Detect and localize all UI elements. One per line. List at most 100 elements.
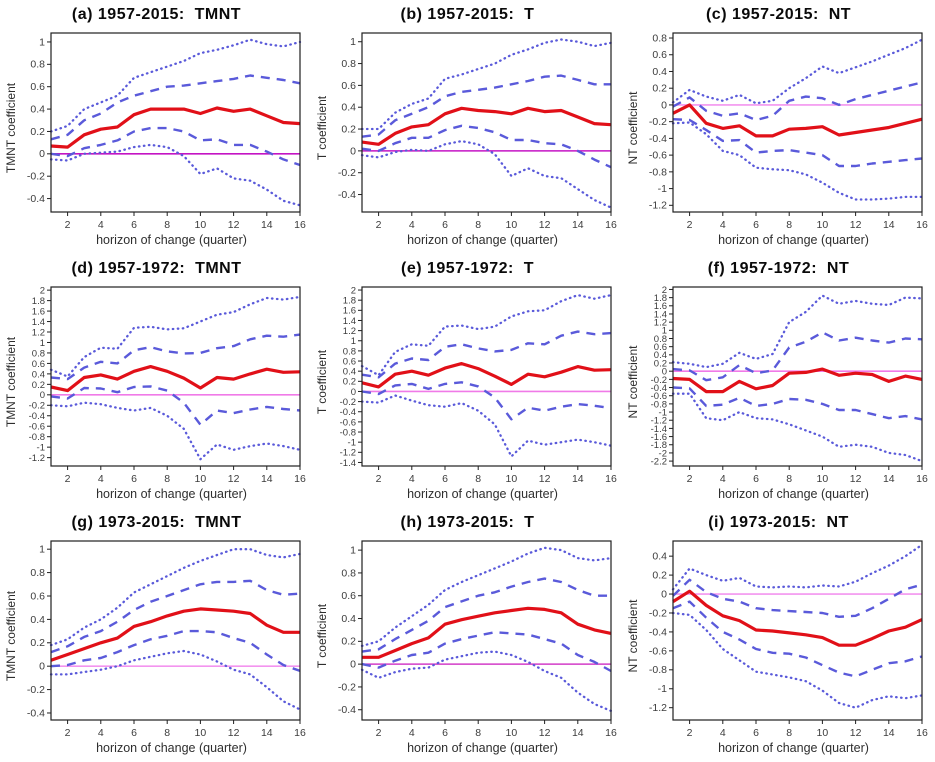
series-outer-band-upper — [671, 38, 924, 105]
svg-text:0.6: 0.6 — [652, 49, 667, 61]
svg-text:-0.8: -0.8 — [29, 432, 45, 443]
svg-text:0.2: 0.2 — [30, 126, 45, 138]
series-inner-band-lower — [50, 126, 301, 167]
svg-text:-0.4: -0.4 — [649, 133, 667, 145]
svg-text:0.2: 0.2 — [32, 380, 45, 391]
svg-text:2: 2 — [376, 219, 382, 231]
svg-text:12: 12 — [228, 473, 240, 485]
svg-text:0.8: 0.8 — [343, 346, 356, 357]
svg-text:-1.8: -1.8 — [651, 440, 667, 451]
svg-text:1.2: 1.2 — [343, 326, 356, 337]
svg-text:0: 0 — [39, 148, 45, 160]
plot-area: -1.2 -1 -0.8 -0.6 -0.4 -0.2 0 0.2 0.4 0.6 0.8 2 4 6 8 1… — [626, 28, 930, 236]
svg-text:1: 1 — [39, 544, 45, 556]
series-point-estimate — [50, 364, 301, 393]
svg-text:6: 6 — [753, 473, 759, 485]
chart-panel-a: (a) 1957-2015: TMNT -0.4 -0.2 0 0.2 0.4 0.6 0.… — [1, 0, 312, 254]
svg-text:2: 2 — [662, 285, 667, 296]
chart-canvas: -0.4-0.200.20.40.60.812 4 6 8 10 12 14 16 — [338, 32, 617, 231]
svg-text:1.6: 1.6 — [343, 306, 356, 317]
svg-text:4: 4 — [98, 219, 104, 231]
svg-text:8: 8 — [164, 473, 170, 485]
series-outer-band-lower — [49, 401, 302, 461]
chart-canvas: -1.2 -1 -0.8 -0.6 -0.4 -0.2 0 0.2 0.4 0.6 0.8 2 4 6 8 1… — [649, 32, 928, 231]
svg-text:0: 0 — [350, 145, 356, 157]
series-outer-band-upper — [360, 546, 613, 648]
svg-text:4: 4 — [409, 727, 415, 739]
svg-text:6: 6 — [131, 727, 137, 739]
series-inner-band-lower — [50, 385, 301, 426]
svg-text:0: 0 — [351, 387, 356, 398]
svg-text:0.4: 0.4 — [32, 369, 45, 380]
series-outer-band-lower — [360, 139, 613, 209]
svg-text:0.4: 0.4 — [30, 103, 45, 115]
plot-area: -2.2 -2 -1.8 -1.6 -1.4 -1.2 -1 -0.8 -0.6 -0.4 -0.2… — [626, 282, 930, 490]
svg-text:1: 1 — [350, 36, 356, 48]
svg-text:1: 1 — [39, 36, 45, 48]
series-point-estimate — [672, 103, 923, 138]
svg-text:-0.8: -0.8 — [649, 664, 667, 676]
x-axis-label: horizon of change (quarter) — [96, 741, 247, 755]
svg-text:6: 6 — [753, 219, 759, 231]
svg-text:2: 2 — [687, 727, 693, 739]
series-inner-band-lower — [672, 118, 923, 168]
svg-text:10: 10 — [817, 219, 829, 231]
series-inner-band-upper — [361, 577, 611, 653]
y-axis-label: NT coefficient — [626, 345, 640, 419]
svg-text:-0.4: -0.4 — [27, 707, 45, 719]
chart-panel-f: (f) 1957-1972: NT -2.2 -2 -1.8 -1.6 -1.4 -1.2… — [623, 254, 934, 508]
svg-text:6: 6 — [753, 727, 759, 739]
svg-text:10: 10 — [506, 219, 518, 231]
svg-text:4: 4 — [409, 473, 415, 485]
svg-text:0.6: 0.6 — [30, 590, 45, 602]
svg-text:0: 0 — [40, 390, 45, 401]
svg-text:-1.4: -1.4 — [340, 458, 356, 469]
svg-text:0: 0 — [39, 661, 45, 673]
svg-text:-1: -1 — [658, 683, 667, 695]
svg-text:14: 14 — [261, 219, 273, 231]
svg-text:-1.2: -1.2 — [649, 702, 667, 714]
chart-panel-c: (c) 1957-2015: NT -1.2 -1 -0.8 -0.6 -0.4 -0.2… — [623, 0, 934, 254]
svg-text:10: 10 — [195, 727, 207, 739]
svg-text:1.6: 1.6 — [32, 306, 45, 317]
svg-text:16: 16 — [294, 473, 306, 485]
svg-text:0.6: 0.6 — [654, 342, 667, 353]
panel-title: (f) 1957-1972: NT — [707, 260, 850, 277]
y-axis-label: T coefficient — [315, 95, 329, 161]
svg-text:12: 12 — [850, 219, 862, 231]
svg-text:4: 4 — [720, 473, 726, 485]
svg-text:-1.2: -1.2 — [29, 453, 45, 464]
svg-text:1.2: 1.2 — [654, 318, 667, 329]
series-outer-band-upper — [49, 548, 302, 647]
svg-text:0: 0 — [661, 588, 667, 600]
svg-text:-1.2: -1.2 — [340, 448, 356, 459]
series-outer-band-upper — [49, 38, 302, 133]
svg-text:-0.2: -0.2 — [27, 171, 45, 183]
svg-text:6: 6 — [131, 219, 137, 231]
svg-text:16: 16 — [916, 727, 928, 739]
chart-canvas: -0.4-0.200.20.40.60.812 4 6 8 10 12 14 16 — [27, 540, 306, 739]
svg-text:6: 6 — [442, 219, 448, 231]
plot-area: -0.4 -0.2 0 0.2 0.4 0.6 0.8 1 2 4 6 8 10 12 14 16 T coe… — [315, 536, 619, 744]
y-axis-label: NT coefficient — [626, 91, 640, 165]
svg-text:8: 8 — [786, 473, 792, 485]
svg-text:0.4: 0.4 — [652, 66, 667, 78]
plot-area: -1.2 -1 -0.8 -0.6 -0.4 -0.2 0 0.2 0.4 0.6 0.8 1 1.2 1… — [4, 282, 308, 490]
svg-text:12: 12 — [539, 727, 551, 739]
svg-text:0.8: 0.8 — [30, 567, 45, 579]
svg-text:2: 2 — [687, 473, 693, 485]
svg-text:-0.4: -0.4 — [338, 189, 356, 201]
series-inner-band-lower — [361, 124, 612, 169]
svg-text:0.2: 0.2 — [341, 123, 356, 135]
chart-canvas: -1.2 -1 -0.8 -0.6 -0.4 -0.2 0 0.2 0.4 2 4 6 8 10 12 14 1… — [649, 540, 928, 739]
svg-text:0: 0 — [661, 99, 667, 111]
svg-text:-1: -1 — [348, 438, 356, 449]
series-inner-band-upper — [50, 74, 301, 141]
series-outer-band-upper — [671, 543, 924, 591]
svg-text:-1: -1 — [37, 443, 45, 454]
svg-text:12: 12 — [228, 219, 240, 231]
panel-title: (i) 1973-2015: NT — [708, 514, 849, 531]
series-point-estimate — [672, 367, 923, 394]
svg-text:-0.2: -0.2 — [649, 116, 667, 128]
svg-text:2: 2 — [376, 727, 382, 739]
